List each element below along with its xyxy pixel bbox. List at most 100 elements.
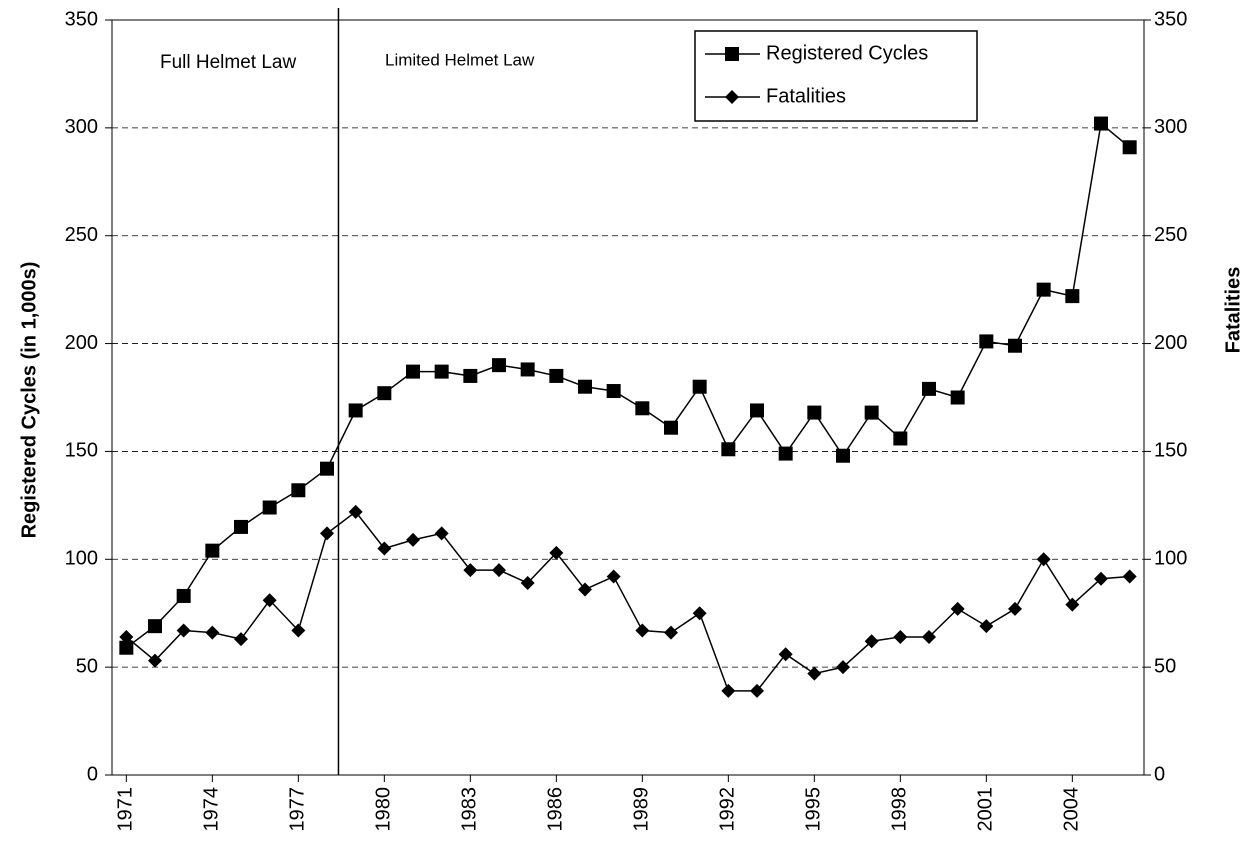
point — [1094, 571, 1108, 586]
point — [1065, 597, 1080, 612]
point — [549, 545, 564, 560]
point — [262, 593, 277, 608]
y2-tick-label: 150 — [1154, 440, 1187, 462]
point — [348, 504, 363, 519]
point — [1094, 116, 1108, 131]
x-tick-label: 2001 — [975, 787, 997, 832]
x-tick-label: 1986 — [545, 787, 567, 832]
y2-tick-label: 50 — [1154, 655, 1176, 677]
point — [893, 629, 908, 644]
plot-frame — [111, 19, 1145, 776]
point — [750, 403, 764, 418]
y-tick-label: 100 — [65, 548, 98, 570]
x-tick-label: 1977 — [287, 787, 309, 832]
point — [836, 660, 850, 675]
point — [721, 442, 736, 457]
point — [1008, 338, 1022, 353]
point — [262, 500, 277, 515]
point — [434, 526, 449, 541]
point — [979, 619, 994, 634]
x-tick-label: 1992 — [717, 787, 739, 832]
x-tick-label: 2004 — [1061, 787, 1083, 832]
point — [778, 446, 793, 461]
point — [348, 403, 363, 418]
x-tick-label: 1989 — [631, 787, 653, 832]
point — [950, 601, 965, 616]
legend-marker — [725, 47, 739, 61]
x-tick-label: 1995 — [803, 787, 825, 832]
point — [979, 334, 994, 349]
point — [320, 461, 334, 476]
x-tick-label: 1983 — [459, 787, 481, 832]
point — [463, 368, 478, 383]
point — [578, 379, 592, 394]
point — [291, 483, 306, 498]
y2-tick-label: 0 — [1154, 763, 1165, 785]
point — [119, 640, 134, 655]
point — [1008, 601, 1022, 616]
point — [807, 405, 822, 420]
point — [721, 683, 736, 698]
point — [549, 368, 564, 383]
y2-tick-label: 100 — [1154, 548, 1187, 570]
y-tick-label: 300 — [65, 116, 98, 138]
point — [1122, 140, 1137, 155]
point — [148, 653, 162, 668]
point — [606, 569, 621, 584]
y-tick-label: 50 — [76, 655, 98, 677]
point — [807, 666, 822, 681]
point — [463, 563, 478, 578]
point — [635, 623, 650, 638]
y-tick-label: 250 — [65, 224, 98, 246]
y-tick-label: 150 — [65, 440, 98, 462]
point — [750, 683, 764, 698]
y-tick-label: 200 — [65, 332, 98, 354]
point — [664, 625, 678, 640]
y2-axis-label: Fatalities — [1222, 267, 1244, 354]
point — [406, 532, 420, 547]
y2-tick-label: 250 — [1154, 224, 1187, 246]
point — [434, 364, 449, 379]
x-tick-label: 1974 — [201, 787, 223, 832]
point — [176, 588, 191, 603]
point — [377, 386, 392, 401]
y-tick-label: 350 — [65, 8, 98, 30]
point — [606, 384, 621, 399]
point — [1065, 289, 1080, 304]
point — [864, 405, 879, 420]
point — [893, 431, 908, 446]
legend-label: Fatalities — [766, 85, 846, 107]
point — [119, 629, 134, 644]
x-tick-label: 1980 — [373, 787, 395, 832]
annotation: Limited Helmet Law — [385, 50, 535, 69]
legend-label: Registered Cycles — [766, 42, 928, 64]
point — [406, 364, 420, 379]
point — [664, 420, 678, 435]
point — [492, 563, 506, 578]
point — [520, 576, 535, 591]
x-tick-label: 1971 — [115, 787, 137, 832]
point — [578, 582, 592, 597]
point — [234, 632, 248, 647]
point — [635, 401, 650, 416]
x-tick-label: 1998 — [889, 787, 911, 832]
legend-box — [694, 30, 978, 122]
point — [377, 541, 392, 556]
point — [836, 448, 850, 463]
point — [864, 634, 879, 649]
point — [778, 647, 793, 662]
series-line — [125, 122, 1131, 649]
point — [205, 543, 220, 558]
point — [922, 629, 936, 644]
point — [950, 390, 965, 405]
point — [520, 362, 535, 377]
point — [234, 519, 248, 534]
point — [148, 619, 162, 634]
point — [1036, 282, 1051, 297]
point — [320, 526, 334, 541]
point — [492, 358, 506, 373]
y2-tick-label: 200 — [1154, 332, 1187, 354]
point — [692, 379, 707, 394]
point — [922, 381, 936, 396]
